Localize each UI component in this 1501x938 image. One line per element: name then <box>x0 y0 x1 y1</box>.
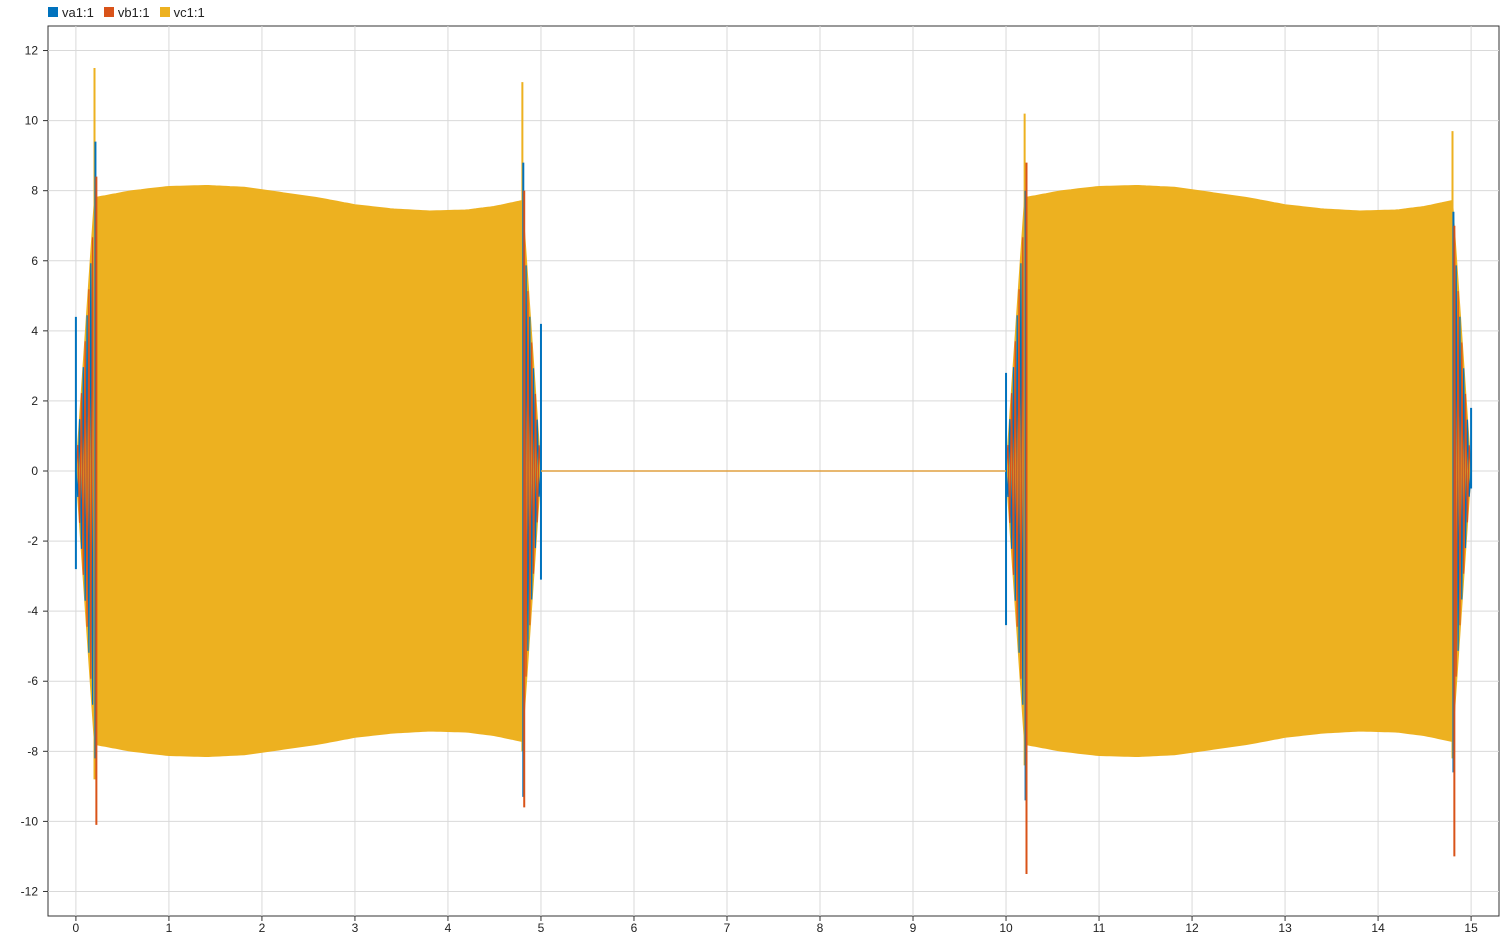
x-tick-label: 6 <box>631 921 638 935</box>
y-tick-label: 12 <box>25 44 39 58</box>
y-tick-label: 6 <box>31 254 38 268</box>
y-tick-label: -2 <box>27 534 38 548</box>
burst-envelope-1 <box>75 185 542 757</box>
x-tick-label: 7 <box>724 921 731 935</box>
ringing-edge-vb1-1 <box>521 239 542 729</box>
y-tick-label: -6 <box>27 674 38 688</box>
axis-ticks: 0 1 2 3 4 5 6 7 8 9 10 11 12 13 14 15121086420-2-4-6-8-… <box>21 44 1478 935</box>
y-tick-label: 8 <box>31 184 38 198</box>
legend-item-vc[interactable]: vc1:1 <box>159 4 205 20</box>
y-tick-label: 4 <box>31 324 38 338</box>
legend-swatch-va <box>48 7 58 17</box>
x-tick-label: 12 <box>1185 921 1199 935</box>
x-tick-label: 4 <box>445 921 452 935</box>
x-tick-label: 8 <box>817 921 824 935</box>
y-tick-label: -8 <box>27 744 38 758</box>
y-tick-label: 2 <box>31 394 38 408</box>
ringing-edge-vb1-1 <box>1005 237 1026 731</box>
legend-item-vb[interactable]: vb1:1 <box>103 4 150 20</box>
y-tick-label: -12 <box>21 884 39 898</box>
legend-label-vc: vc1:1 <box>173 4 205 20</box>
legend-item-va[interactable]: va1:1 <box>48 5 94 20</box>
x-tick-label: 2 <box>259 921 266 935</box>
ringing-edge-vb1-1 <box>1451 239 1472 729</box>
x-tick-label: 9 <box>910 921 917 935</box>
x-tick-label: 13 <box>1278 921 1292 935</box>
x-tick-label: 5 <box>538 921 545 935</box>
x-tick-label: 11 <box>1093 921 1106 935</box>
y-tick-label: -10 <box>21 814 39 828</box>
chart-legend: va1:1 vb1:1 vc1:1 <box>48 3 205 21</box>
legend-swatch-vc <box>159 7 170 17</box>
x-tick-label: 0 <box>73 921 80 935</box>
y-tick-label: -4 <box>27 604 38 618</box>
y-tick-label: 0 <box>31 464 38 478</box>
x-tick-label: 15 <box>1464 921 1478 935</box>
legend-label-vb: vb1:1 <box>117 4 150 20</box>
x-tick-label: 3 <box>352 921 359 935</box>
ringing-edge-vb1-1 <box>75 237 96 731</box>
y-tick-label: 10 <box>25 114 39 128</box>
legend-label-va: va1:1 <box>62 4 94 20</box>
x-tick-label: 10 <box>999 921 1013 935</box>
plot-series <box>74 68 1473 874</box>
x-tick-label: 14 <box>1371 921 1385 935</box>
x-tick-label: 1 <box>166 921 173 935</box>
burst-envelope-2 <box>1005 185 1472 757</box>
legend-swatch-vb <box>103 7 114 17</box>
